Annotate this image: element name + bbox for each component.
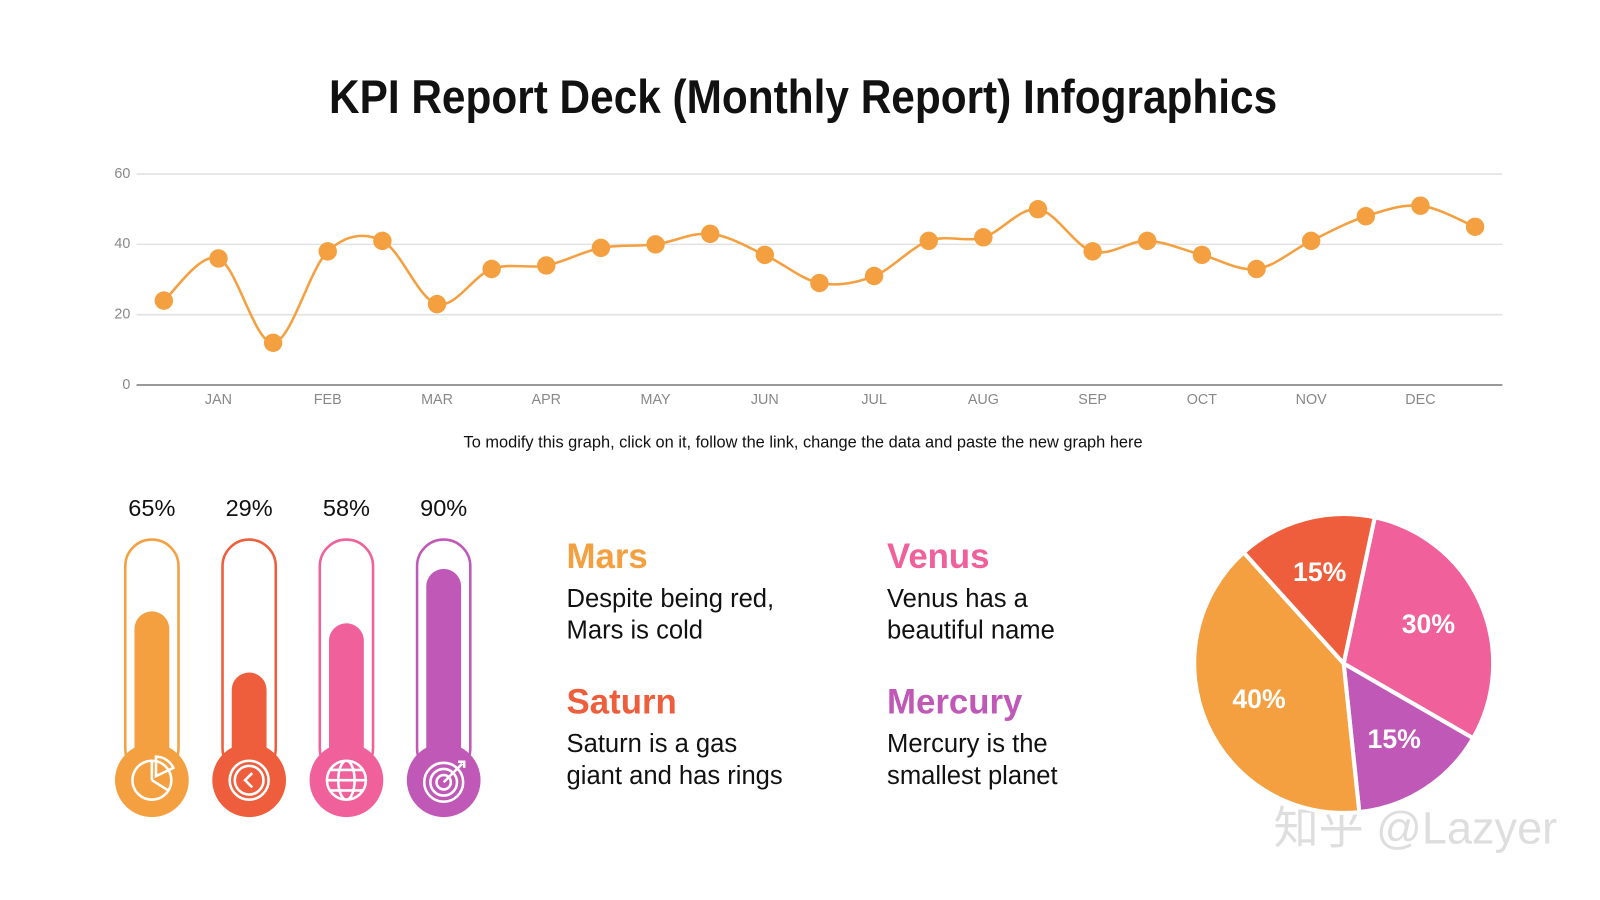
point (263, 333, 283, 353)
y-tick-label: 0 (122, 377, 130, 393)
card-line: Mercury is the (887, 730, 1048, 758)
point (482, 259, 501, 279)
thermo-icon (325, 759, 368, 801)
pie-slice (1192, 550, 1362, 815)
card-line: Despite being red, (567, 585, 775, 613)
point (1247, 259, 1266, 279)
card-line: Saturn is a gas (567, 730, 738, 758)
icon-part (150, 755, 176, 792)
thermo-icon (422, 760, 466, 803)
point (1028, 200, 1048, 219)
pie-slice (1341, 661, 1476, 815)
card-line: giant and has rings (567, 762, 783, 790)
point (646, 235, 665, 254)
point (537, 256, 556, 275)
x-tick-label: MAY (641, 392, 671, 408)
x-tick-label: SEP (1078, 392, 1107, 408)
point (427, 294, 447, 314)
thermo-icon (131, 755, 176, 801)
thermo-label: 58% (323, 495, 370, 521)
point (154, 291, 174, 310)
icon-part (435, 773, 453, 791)
x-tick-label: OCT (1187, 392, 1217, 408)
card-title: Venus (887, 537, 990, 576)
point (700, 224, 720, 244)
x-tick-label: DEC (1405, 392, 1435, 408)
card-line: beautiful name (887, 617, 1055, 645)
y-tick-label: 40 (114, 236, 130, 252)
card-title: Mars (567, 537, 648, 576)
pie-label: 30% (1402, 609, 1455, 639)
card-title: Mercury (887, 683, 1023, 722)
card-line: Mars is cold (567, 617, 703, 645)
pie-label: 15% (1293, 557, 1346, 587)
point (1138, 231, 1157, 251)
thermo-label: 90% (420, 495, 467, 521)
y-tick-label: 60 (114, 166, 130, 182)
thermo-icon (228, 759, 270, 801)
point (373, 231, 392, 251)
icon-part (228, 759, 270, 801)
icon-part (442, 760, 466, 784)
x-tick-label: JUN (751, 392, 779, 408)
point (864, 266, 884, 286)
x-tick-label: MAR (421, 392, 453, 408)
pie-label: 15% (1368, 724, 1421, 754)
point (974, 228, 993, 247)
point (919, 231, 938, 251)
card-line: smallest planet (887, 762, 1058, 790)
thermo-bar (329, 623, 364, 779)
point (1465, 217, 1485, 237)
x-tick-label: AUG (968, 392, 999, 408)
point (318, 242, 337, 261)
point (810, 273, 829, 293)
chart-note: To modify this graph, click on it, follo… (464, 434, 1143, 452)
point (209, 249, 228, 268)
icon-part (422, 761, 465, 803)
thermo-label: 29% (226, 495, 273, 521)
thermo-bar (134, 611, 170, 779)
icon-part (243, 772, 254, 789)
point (591, 238, 611, 258)
icon-part (326, 768, 366, 792)
point (1083, 242, 1102, 261)
card-title: Saturn (567, 683, 677, 722)
title: KPI Report Deck (Monthly Report) Infogra… (329, 70, 1277, 123)
point (1411, 196, 1430, 215)
thermo-bar (426, 568, 462, 779)
x-tick-label: FEB (314, 392, 342, 408)
thermo-bulb (212, 743, 287, 818)
pie-label: 40% (1232, 684, 1285, 714)
x-tick-label: JUL (861, 392, 887, 408)
x-tick-label: NOV (1296, 392, 1327, 408)
thermo-label: 65% (128, 495, 175, 521)
point (755, 245, 775, 265)
point (1356, 207, 1376, 226)
x-tick-label: APR (532, 392, 561, 408)
icon-part (429, 767, 459, 797)
point (1192, 245, 1212, 265)
point (1301, 231, 1321, 251)
icon-part (233, 764, 265, 796)
card-line: Venus has a (887, 585, 1029, 613)
x-tick-label: JAN (205, 392, 232, 408)
y-tick-label: 20 (114, 306, 130, 322)
pie-slice (1241, 511, 1377, 666)
thermo-bulb (406, 743, 481, 818)
